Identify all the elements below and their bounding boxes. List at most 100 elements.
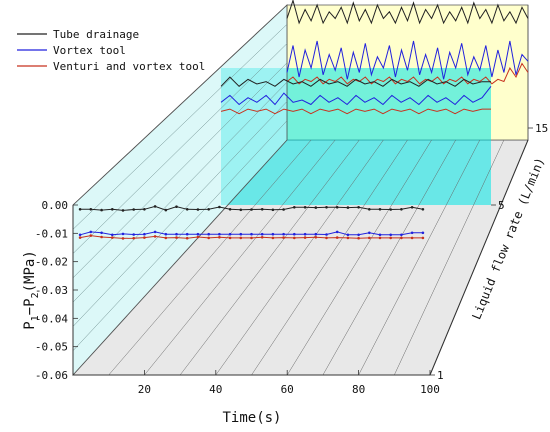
front-series-point xyxy=(175,205,178,208)
front-series-point xyxy=(335,236,339,239)
front-series-point xyxy=(421,208,425,211)
floor-grid-line xyxy=(322,139,456,376)
x-axis-ticks: 20 40 60 80 100 xyxy=(138,370,440,396)
wall-grid-line xyxy=(72,120,288,351)
front-series-point xyxy=(164,236,168,240)
legend-label: Vortex tool xyxy=(53,44,126,57)
front-series-point xyxy=(132,208,135,211)
back-series-line-1 xyxy=(286,40,529,80)
front-series-point xyxy=(143,236,146,239)
front-series-point xyxy=(218,205,221,209)
front-series-point xyxy=(250,236,253,240)
front-series-point xyxy=(185,232,189,236)
front-series-point xyxy=(196,232,200,236)
back-series-line-0 xyxy=(286,0,529,25)
back-series-line-2 xyxy=(286,62,529,85)
front-series-point xyxy=(239,232,243,236)
front-series-point xyxy=(100,208,103,212)
front-series-point xyxy=(303,236,307,239)
wall-grid-line xyxy=(72,43,288,254)
front-series-point xyxy=(293,232,296,236)
front-series-point xyxy=(132,236,135,240)
front-series-point xyxy=(164,232,168,236)
front-series-point xyxy=(271,232,275,236)
z-tick-label: 5 xyxy=(498,199,505,212)
grid-lines xyxy=(72,24,505,376)
front-series-point xyxy=(185,236,189,240)
y-tick-label: -0.03 xyxy=(35,284,68,297)
y-tick-label: -0.05 xyxy=(35,341,68,354)
front-series-point xyxy=(111,236,114,239)
x-tick-label: 60 xyxy=(281,383,294,396)
front-series-point xyxy=(293,236,296,240)
x-tick-label: 100 xyxy=(420,383,440,396)
front-series-point xyxy=(228,208,232,211)
front-series-point xyxy=(389,233,393,237)
front-series-point xyxy=(207,232,210,236)
front-series-point xyxy=(303,232,307,236)
front-series-point xyxy=(378,233,382,237)
front-series-point xyxy=(218,232,221,236)
floor-grid-line xyxy=(251,139,408,376)
front-series-point xyxy=(175,236,178,239)
floor-grid-line xyxy=(179,139,360,376)
front-series-point xyxy=(325,236,328,240)
floor-grid-line xyxy=(358,139,481,376)
y-tick-label: -0.02 xyxy=(35,256,68,269)
front-series-point xyxy=(121,237,125,240)
front-series-point xyxy=(357,233,360,237)
wall-grid-line xyxy=(72,81,288,303)
front-series-point xyxy=(250,208,253,211)
front-series-point xyxy=(196,208,200,211)
y-tick-label: -0.01 xyxy=(35,227,68,240)
legend-label: Venturi and vortex tool xyxy=(53,60,205,73)
z-tick-label: 1 xyxy=(437,369,444,382)
front-series-point xyxy=(228,232,232,236)
front-series-point xyxy=(335,206,339,209)
front-series-point xyxy=(239,208,243,212)
depth-axis xyxy=(429,139,529,376)
middle-series-line-0 xyxy=(220,76,491,87)
front-series-point xyxy=(132,233,135,236)
front-series-point xyxy=(239,236,243,240)
front-series-point xyxy=(368,208,371,211)
wall-grid-line xyxy=(72,62,288,279)
front-series-point xyxy=(368,231,371,235)
front-series-point xyxy=(346,236,350,240)
front-series-point xyxy=(303,206,307,209)
floor-grid-line xyxy=(394,139,505,376)
x-axis-label: Time(s) xyxy=(222,410,281,426)
front-series-point xyxy=(314,232,318,236)
front-series-point xyxy=(207,236,210,240)
front-series-point xyxy=(314,206,318,209)
front-series-point xyxy=(410,231,414,235)
front-series-point xyxy=(89,208,93,211)
x-tick-label: 40 xyxy=(209,383,222,396)
left-top-edge xyxy=(72,4,288,206)
front-series-point xyxy=(378,236,382,240)
y-tick-label: -0.04 xyxy=(35,312,68,325)
x-tick-label: 80 xyxy=(352,383,365,396)
front-series-point xyxy=(143,232,146,236)
floor-grid-line xyxy=(215,139,384,376)
front-series-point xyxy=(400,233,403,237)
front-series-point xyxy=(78,236,82,239)
front-series-point xyxy=(389,208,393,211)
front-series-point xyxy=(100,235,103,239)
front-series-point xyxy=(111,208,114,211)
front-series-point xyxy=(111,233,114,237)
y-tick-label: 0.00 xyxy=(42,199,69,212)
front-series-point xyxy=(282,232,285,236)
front-series-point xyxy=(271,208,275,212)
z-tick-label: 15 xyxy=(535,122,548,135)
front-series-point xyxy=(400,236,403,240)
front-series-point xyxy=(153,230,157,234)
front-series-point xyxy=(357,236,360,240)
front-series-point xyxy=(282,236,285,239)
front-series-point xyxy=(357,206,360,209)
front-series-point xyxy=(335,230,339,234)
front-series-point xyxy=(260,232,264,236)
front-series-point xyxy=(250,232,253,236)
